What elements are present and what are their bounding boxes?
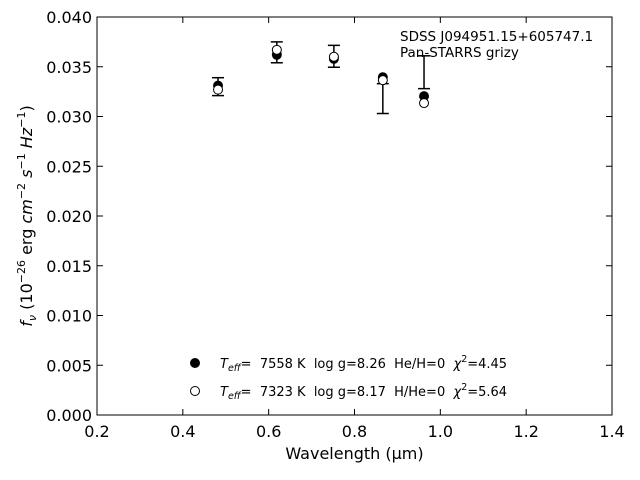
y-tick-label: 0.010 [46, 307, 92, 326]
model-point-open [213, 84, 224, 95]
legend-entry-2: Teff= 7323 K log g=8.17 H/He=0 χ2=5.64 [220, 382, 507, 402]
x-axis-label: Wavelength (μm) [285, 444, 423, 463]
plot-area [96, 16, 613, 416]
legend-marker-filled [190, 358, 200, 368]
x-tick-label: 0.6 [256, 422, 281, 441]
model-point-open [328, 51, 339, 62]
model-point-open [377, 75, 388, 86]
legend-entry-1: Teff= 7558 K log g=8.26 He/H=0 χ2=4.45 [220, 354, 507, 374]
y-tick-label: 0.040 [46, 8, 92, 27]
y-axis: 0.000 0.005 0.010 0.015 0.020 0.025 0.030 0.035… [46, 8, 612, 425]
annotation-survey-name: Pan-STARRS grizy [400, 45, 519, 61]
x-tick-label: 0.4 [170, 422, 195, 441]
model-point-open [419, 98, 430, 109]
annotation-object-name: SDSS J094951.15+605747.1 [400, 29, 593, 45]
x-axis: 0.2 0.4 0.6 0.8 1.0 1.2 1.4 [84, 17, 625, 441]
x-tick-label: 0.8 [342, 422, 367, 441]
error-bars [212, 41, 431, 115]
y-tick-label: 0.000 [46, 406, 92, 425]
legend: Teff= 7558 K log g=8.26 He/H=0 χ2=4.45 T… [190, 354, 507, 402]
x-tick-label: 0.2 [84, 422, 109, 441]
y-tick-label: 0.025 [46, 157, 92, 176]
x-tick-label: 1.0 [428, 422, 453, 441]
y-tick-label: 0.015 [46, 257, 92, 276]
data-markers [213, 44, 430, 109]
legend-marker-open [190, 386, 200, 396]
y-tick-label: 0.030 [46, 108, 92, 127]
y-tick-label: 0.020 [46, 207, 92, 226]
y-tick-label: 0.005 [46, 356, 92, 375]
plot-frame [96, 16, 613, 416]
y-axis-label: fν (10−26 erg cm−2 s−1 Hz−1) [15, 105, 39, 326]
y-tick-label: 0.035 [46, 58, 92, 77]
x-tick-label: 1.4 [599, 422, 624, 441]
model-point-open [271, 44, 282, 55]
x-tick-label: 1.2 [513, 422, 538, 441]
